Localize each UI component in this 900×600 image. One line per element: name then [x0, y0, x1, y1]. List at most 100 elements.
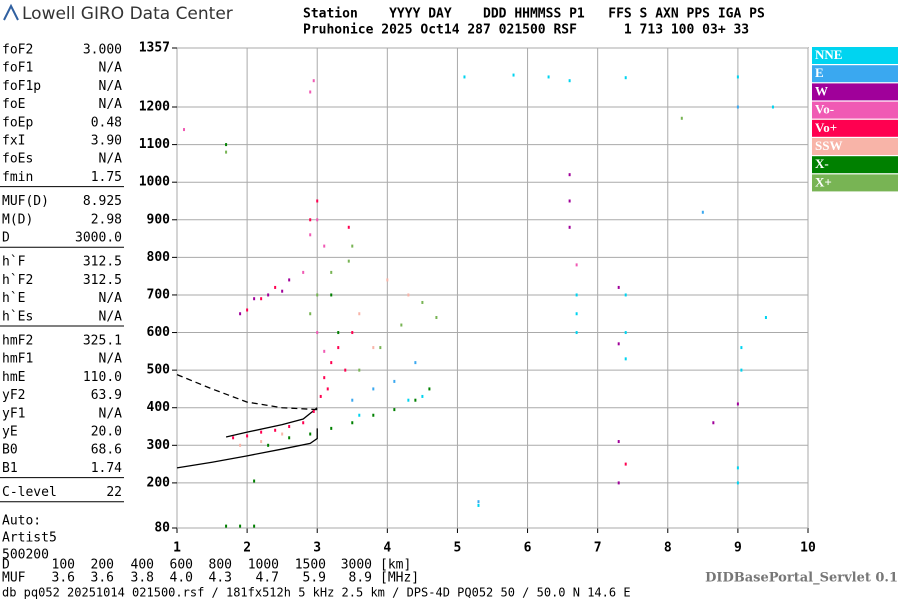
echo-dot [330, 293, 333, 297]
echo-dot [309, 432, 312, 436]
legend-swatch [812, 156, 898, 174]
logo: Lowell GIRO Data Center [22, 4, 233, 24]
y-tick-label: 500 [147, 363, 171, 378]
echo-dot [337, 346, 340, 350]
echo-dot [358, 312, 361, 316]
param-value: N/A [99, 309, 123, 324]
y-tick-label: 900 [147, 212, 171, 227]
echo-dot [316, 293, 319, 297]
echo-dot [312, 409, 315, 413]
legend-label: SSW [815, 138, 842, 153]
servlet: DIDBasePortal_Servlet 0.1 [705, 571, 898, 586]
logo-icon [3, 3, 19, 21]
muf-value: 1000 [248, 558, 279, 573]
y-tick-label: 300 [147, 438, 171, 453]
legend-swatch [812, 65, 898, 83]
param-value: 3.90 [91, 134, 122, 149]
x-tick-label: 2 [243, 541, 251, 556]
param-name: D [2, 231, 10, 246]
echo-dot [347, 225, 350, 229]
param-name: h`E [2, 291, 25, 306]
legend-swatch [812, 101, 898, 119]
x-tick-label: 1 [173, 541, 181, 556]
param-name: h`F2 [2, 273, 33, 288]
echo-dot [337, 331, 340, 335]
param-value: 312.5 [83, 273, 122, 288]
legend-swatch [812, 138, 898, 155]
echo-dot [428, 387, 431, 391]
echo-dot [435, 316, 438, 320]
echo-dot [463, 75, 466, 79]
param-name: yE [2, 425, 18, 440]
param-name: foF2 [2, 43, 33, 58]
param-value: 2.98 [91, 212, 122, 227]
param-name: MUF(D) [2, 194, 49, 209]
x-tick-label: 6 [524, 541, 532, 556]
echo-dot [680, 116, 683, 120]
legend-label: Vo- [815, 102, 834, 117]
param-value: 68.6 [91, 443, 122, 458]
echo-dot [309, 233, 312, 237]
echo-dot [386, 278, 389, 282]
profile-line [225, 407, 318, 438]
echo-dot [302, 270, 305, 274]
echo-dot [309, 218, 312, 222]
echo-dot [316, 331, 319, 335]
echo-dot [225, 524, 228, 528]
echo-dot [740, 368, 743, 372]
param-value: 1.75 [91, 170, 122, 185]
param-name: hmF1 [2, 352, 33, 367]
echo-dot [309, 312, 312, 316]
echo-dot [421, 300, 424, 304]
param-name: B0 [2, 443, 18, 458]
echo-dot [568, 199, 571, 203]
param-value: 63.9 [91, 388, 122, 403]
param-value: N/A [99, 291, 123, 306]
param-value: 1.74 [91, 461, 122, 476]
plot-frame [176, 47, 809, 529]
echo-dot [312, 79, 315, 83]
param-name: h`Es [2, 309, 33, 324]
echo-dot [316, 199, 319, 203]
param-value: N/A [99, 79, 123, 94]
muf-value: 4.3 [209, 571, 232, 586]
echo-dot [764, 316, 767, 320]
y-tick-label: 1000 [139, 175, 170, 190]
legend-label: Vo+ [815, 120, 837, 135]
muf-value: 5.9 [303, 571, 326, 586]
legend-label: X+ [815, 174, 832, 189]
echo-dot [575, 331, 578, 335]
muf-value: 3.8 [131, 571, 154, 586]
echo-dot [712, 421, 715, 425]
echo-dot [253, 524, 256, 528]
param-name: fmin [2, 170, 33, 185]
echo-dot [351, 244, 354, 248]
auto-text: 500200 [2, 547, 49, 562]
param-value: N/A [99, 97, 123, 112]
muf-value: 3.6 [52, 571, 75, 586]
echo-dot [414, 361, 417, 365]
x-tick-label: 3 [313, 541, 321, 556]
echo-dot [624, 331, 627, 335]
station-values: Pruhonice 2025 Oct14 287 021500 RSF 1 71… [303, 23, 749, 38]
muf-label: D [2, 558, 10, 573]
echo-dot [617, 285, 620, 289]
x-tick-label: 7 [594, 541, 602, 556]
auto-text: Artist5 [2, 530, 57, 545]
x-tick-label: 9 [734, 541, 742, 556]
param-name: h`F [2, 255, 26, 270]
echo-dot [575, 293, 578, 297]
y-tick-label: 1357 [139, 41, 170, 56]
echo-dot [288, 436, 291, 440]
echo-dot [288, 425, 291, 429]
param-value: 3.000 [83, 43, 122, 58]
echo-dot [260, 440, 263, 444]
echo-dot [568, 225, 571, 229]
param-value: 3000.0 [75, 231, 122, 246]
muf-value: 800 [209, 558, 232, 573]
echo-dot [319, 394, 322, 398]
param-name: foE [2, 97, 25, 112]
echo-dot [330, 361, 333, 365]
echo-dot [253, 479, 256, 483]
